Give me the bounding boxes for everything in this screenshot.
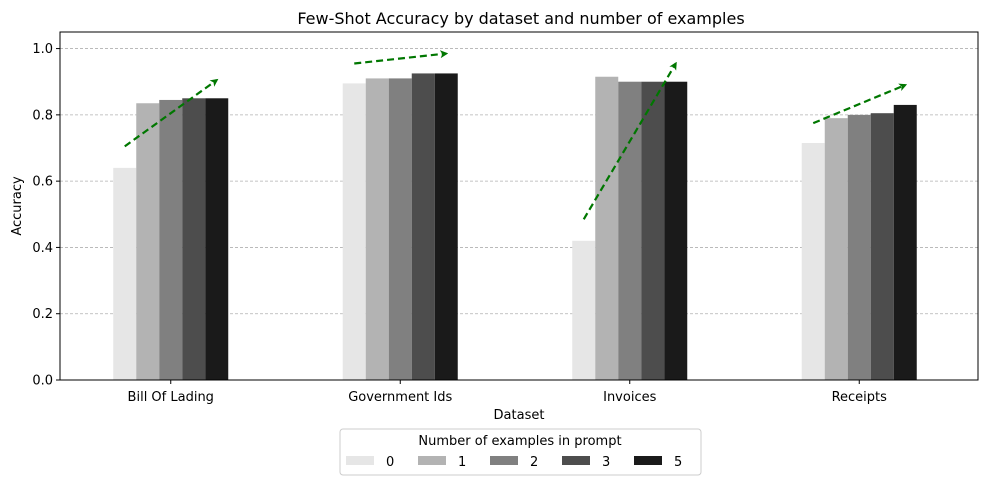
y-tick-label: 0.0 — [32, 374, 53, 389]
x-tick-label: Receipts — [832, 390, 888, 405]
bar — [365, 78, 389, 381]
bar — [847, 114, 871, 380]
bar — [388, 78, 412, 381]
bar — [572, 240, 596, 380]
legend-swatch — [490, 456, 518, 465]
legend-swatch — [562, 456, 590, 465]
legend-swatch — [634, 456, 662, 465]
legend-label: 0 — [386, 455, 394, 470]
y-tick-label: 0.4 — [32, 241, 53, 256]
bar — [136, 103, 160, 380]
bar — [434, 73, 458, 380]
chart-title: Few-Shot Accuracy by dataset and number … — [297, 9, 744, 28]
bar — [411, 73, 435, 380]
trend-arrow — [812, 83, 908, 125]
bar — [182, 98, 206, 381]
bars — [113, 73, 917, 381]
trend-arrow — [124, 78, 219, 148]
legend: Number of examples in prompt 0 1 2 3 5 — [339, 428, 702, 476]
legend-label: 5 — [674, 455, 682, 470]
y-axis-label: Accuracy — [10, 176, 25, 236]
y-tick-label: 1.0 — [32, 42, 53, 57]
legend-swatch — [346, 456, 374, 465]
bar — [664, 81, 688, 380]
y-tick-label: 0.2 — [32, 307, 53, 322]
x-tick-label: Invoices — [603, 390, 656, 405]
x-axis-ticks: Bill Of Lading Government Ids Invoices Rece… — [128, 380, 888, 405]
trend-arrow — [354, 50, 449, 65]
x-tick-label: Bill Of Lading — [128, 390, 214, 405]
bar — [824, 118, 848, 381]
bar — [342, 83, 366, 380]
x-tick-label: Government Ids — [348, 390, 452, 405]
legend-title: Number of examples in prompt — [418, 434, 621, 449]
bar — [159, 99, 183, 380]
legend-label: 3 — [602, 455, 610, 470]
y-tick-label: 0.6 — [32, 175, 53, 190]
bar — [205, 98, 229, 381]
x-axis-label: Dataset — [494, 408, 545, 423]
legend-swatch — [418, 456, 446, 465]
trend-arrows — [124, 50, 908, 220]
bar — [870, 113, 894, 380]
plot-frame — [59, 31, 979, 381]
legend-items: 0 1 2 3 5 — [346, 455, 682, 470]
bar — [595, 76, 619, 380]
trend-arrow — [582, 61, 677, 220]
bar — [893, 104, 917, 381]
legend-label: 1 — [458, 455, 466, 470]
y-tick-label: 0.8 — [32, 108, 53, 123]
bar — [618, 81, 642, 380]
bar — [113, 167, 137, 380]
y-axis-ticks: 0.0 0.2 0.4 0.6 0.8 1.0 — [32, 42, 60, 389]
bar — [641, 81, 665, 380]
bar — [801, 143, 825, 380]
legend-label: 2 — [530, 455, 538, 470]
